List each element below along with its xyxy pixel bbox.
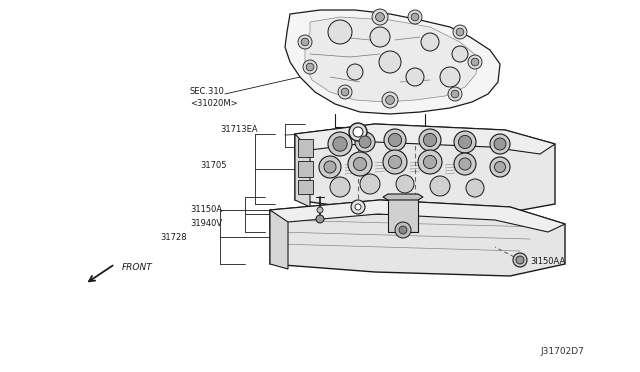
Circle shape bbox=[406, 68, 424, 86]
Text: <31020M>: <31020M> bbox=[190, 99, 237, 109]
Circle shape bbox=[421, 33, 439, 51]
Circle shape bbox=[303, 60, 317, 74]
Circle shape bbox=[376, 13, 385, 22]
Polygon shape bbox=[295, 134, 310, 207]
Circle shape bbox=[495, 161, 506, 173]
Circle shape bbox=[466, 179, 484, 197]
Circle shape bbox=[306, 63, 314, 71]
Circle shape bbox=[383, 150, 407, 174]
Circle shape bbox=[471, 58, 479, 66]
Circle shape bbox=[324, 161, 336, 173]
Polygon shape bbox=[295, 124, 555, 214]
Circle shape bbox=[353, 157, 367, 171]
Circle shape bbox=[513, 253, 527, 267]
Text: 31150A: 31150A bbox=[190, 205, 222, 215]
Text: 31705: 31705 bbox=[200, 160, 227, 170]
Polygon shape bbox=[285, 10, 500, 114]
Bar bbox=[388, 197, 418, 232]
Circle shape bbox=[355, 132, 375, 152]
Circle shape bbox=[341, 88, 349, 96]
Circle shape bbox=[351, 200, 365, 214]
Circle shape bbox=[490, 134, 510, 154]
Circle shape bbox=[448, 87, 462, 101]
Circle shape bbox=[418, 150, 442, 174]
Circle shape bbox=[440, 67, 460, 87]
Circle shape bbox=[430, 176, 450, 196]
Text: 31728: 31728 bbox=[160, 232, 187, 241]
Circle shape bbox=[490, 157, 510, 177]
Circle shape bbox=[395, 222, 411, 238]
Text: 31940V: 31940V bbox=[190, 219, 222, 228]
Circle shape bbox=[333, 137, 348, 151]
Circle shape bbox=[298, 35, 312, 49]
Circle shape bbox=[468, 55, 482, 69]
Circle shape bbox=[348, 152, 372, 176]
Polygon shape bbox=[295, 124, 555, 157]
Circle shape bbox=[411, 13, 419, 21]
Circle shape bbox=[301, 38, 309, 46]
Circle shape bbox=[458, 135, 472, 148]
Circle shape bbox=[330, 177, 350, 197]
Circle shape bbox=[384, 129, 406, 151]
Circle shape bbox=[494, 138, 506, 150]
Circle shape bbox=[328, 132, 352, 156]
Circle shape bbox=[328, 20, 352, 44]
Text: 31713EA: 31713EA bbox=[220, 125, 258, 135]
Circle shape bbox=[451, 90, 459, 98]
Circle shape bbox=[319, 156, 341, 178]
Circle shape bbox=[516, 256, 524, 264]
Circle shape bbox=[456, 28, 464, 36]
Polygon shape bbox=[270, 200, 565, 276]
Circle shape bbox=[396, 175, 414, 193]
Bar bbox=[298, 161, 313, 177]
Circle shape bbox=[338, 85, 352, 99]
Circle shape bbox=[316, 215, 324, 223]
Circle shape bbox=[408, 10, 422, 24]
Circle shape bbox=[379, 51, 401, 73]
Polygon shape bbox=[383, 194, 423, 200]
Circle shape bbox=[349, 123, 367, 141]
Circle shape bbox=[454, 131, 476, 153]
Circle shape bbox=[370, 27, 390, 47]
Circle shape bbox=[385, 96, 394, 105]
Text: J31702D7: J31702D7 bbox=[540, 347, 584, 356]
Circle shape bbox=[372, 9, 388, 25]
Text: 3l150AA: 3l150AA bbox=[530, 257, 565, 266]
Polygon shape bbox=[270, 210, 288, 269]
Circle shape bbox=[453, 25, 467, 39]
Polygon shape bbox=[305, 17, 478, 102]
Circle shape bbox=[452, 46, 468, 62]
Circle shape bbox=[360, 174, 380, 194]
Circle shape bbox=[454, 153, 476, 175]
Circle shape bbox=[359, 136, 371, 148]
Circle shape bbox=[353, 127, 363, 137]
Circle shape bbox=[424, 134, 436, 147]
Circle shape bbox=[388, 155, 402, 169]
Bar bbox=[298, 180, 313, 194]
Circle shape bbox=[459, 158, 471, 170]
Circle shape bbox=[419, 129, 441, 151]
Circle shape bbox=[347, 64, 363, 80]
Bar bbox=[298, 139, 313, 157]
Circle shape bbox=[355, 204, 361, 210]
Text: SEC.310: SEC.310 bbox=[190, 87, 225, 96]
Circle shape bbox=[399, 226, 407, 234]
Circle shape bbox=[382, 92, 398, 108]
Circle shape bbox=[388, 134, 402, 147]
Text: FRONT: FRONT bbox=[122, 263, 153, 273]
Polygon shape bbox=[270, 200, 565, 232]
Circle shape bbox=[424, 155, 436, 169]
Circle shape bbox=[317, 207, 323, 213]
